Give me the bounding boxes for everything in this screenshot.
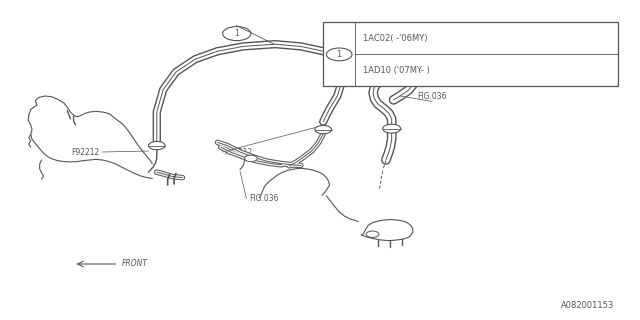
Text: 1: 1: [234, 29, 239, 38]
Text: F92212: F92212: [224, 148, 252, 156]
Text: 1: 1: [337, 50, 342, 59]
Circle shape: [383, 124, 401, 133]
Circle shape: [315, 125, 332, 134]
Text: FIG.036: FIG.036: [417, 92, 447, 101]
FancyBboxPatch shape: [323, 22, 618, 86]
Text: F92212: F92212: [71, 148, 99, 156]
Text: FRONT: FRONT: [122, 260, 148, 268]
Circle shape: [244, 155, 257, 162]
Text: A082001153: A082001153: [561, 301, 614, 310]
Text: 1AC02( -'06MY): 1AC02( -'06MY): [363, 34, 428, 43]
Text: 1AD10 ('07MY- ): 1AD10 ('07MY- ): [363, 66, 429, 75]
Text: FIG.036: FIG.036: [250, 194, 279, 203]
Circle shape: [148, 141, 165, 150]
